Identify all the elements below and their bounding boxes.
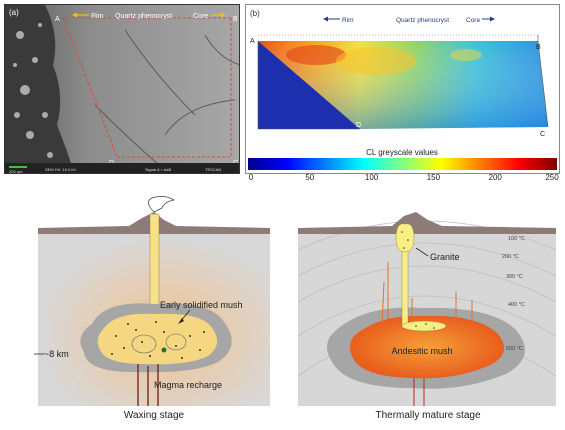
rim-label: Rim	[91, 13, 104, 20]
isotherm-400: 400 °C	[508, 302, 525, 308]
panel-b-label: (b)	[250, 9, 260, 18]
waxing-stage-diagram: Early solidified mush ~8 km Magma rechar…	[4, 196, 272, 425]
colorbar-gradient	[248, 158, 557, 170]
footer-text-1: SEM HV: 15.0 kV	[45, 167, 76, 172]
rim-label-b: Rim	[342, 17, 354, 24]
granite-pluton	[395, 223, 415, 253]
isotherm-500: 500 °C	[506, 346, 523, 352]
volcano-surface-mature	[298, 212, 556, 234]
corner-c-label-b: C	[540, 131, 545, 138]
colorbar-tick-label: 100	[365, 173, 379, 182]
sem-image-svg: (a) A B C D Rim Quartz phenocryst Core 2…	[5, 5, 239, 174]
corner-b-label: B	[233, 16, 238, 23]
eruption-plume-icon	[148, 196, 176, 213]
mature-stage-diagram: Granite Andesitic mush 100 °C 200 °C 300…	[292, 196, 561, 425]
corner-a-label-b: A	[250, 38, 255, 45]
corner-b-label-b: B	[536, 44, 541, 51]
corner-a-label: A	[55, 16, 60, 23]
colorbar-ticks: 0 50 100 150 200 250	[249, 173, 559, 182]
panel-a-label: (a)	[9, 8, 19, 17]
scalebar-text: 200 μm	[9, 169, 23, 174]
colorbar-title: CL greyscale values	[366, 148, 438, 157]
rim-arrow-icon	[323, 16, 340, 22]
mature-caption: Thermally mature stage	[375, 410, 480, 421]
andesitic-mush-label: Andesitic mush	[391, 346, 452, 356]
isotherm-300: 300 °C	[506, 274, 523, 280]
panel-b-title: Quartz phenocryst	[396, 17, 449, 24]
corner-d-label-b: D	[356, 122, 361, 129]
panel-a-sem-image: (a) A B C D Rim Quartz phenocryst Core 2…	[4, 4, 240, 174]
isotherm-200: 200 °C	[502, 254, 519, 260]
granite-label: Granite	[430, 252, 460, 262]
granite-sill	[401, 320, 447, 332]
core-label: Core	[193, 13, 208, 20]
colorbar-svg: CL greyscale values 0 50 100 150 200 250	[248, 148, 559, 182]
core-arrow-icon	[211, 12, 226, 18]
isotherm-100: 100 °C	[508, 236, 525, 242]
dark-triangle-region	[258, 41, 360, 129]
panel-b-cl-map: (b) Rim Quartz phenocryst Core A	[245, 4, 560, 174]
colorbar-tick-label: 200	[489, 173, 503, 182]
magma-recharge-label: Magma recharge	[154, 380, 222, 390]
mush-body	[97, 313, 218, 365]
colorbar-tick-label: 50	[305, 173, 314, 182]
groundmass-region	[5, 5, 75, 173]
footer-text-3: TESCAN	[205, 167, 221, 172]
colorbar-tick-label: 250	[545, 173, 559, 182]
colorbar-tick-label: 0	[249, 173, 254, 182]
granite-conduit	[401, 243, 409, 329]
early-mush-label: Early solidified mush	[160, 300, 243, 310]
depth-label: ~8 km	[44, 349, 69, 359]
panel-a-title: Quartz phenocryst	[115, 13, 172, 20]
andesitic-mush-body	[350, 315, 505, 379]
footer-text-2: Signal A = AsB	[145, 167, 171, 172]
cl-map-svg: (b) Rim Quartz phenocryst Core A	[250, 9, 549, 138]
colorbar-tick-label: 150	[427, 173, 441, 182]
core-label-b: Core	[466, 17, 480, 24]
core-arrow-icon	[482, 16, 495, 22]
waxing-svg: Early solidified mush ~8 km Magma rechar…	[34, 196, 270, 421]
mature-svg: Granite Andesitic mush 100 °C 200 °C 300…	[297, 212, 557, 421]
waxing-caption: Waxing stage	[124, 410, 185, 421]
colorbar: CL greyscale values 0 50 100 150 200 250	[245, 148, 560, 184]
rim-arrow-icon	[72, 12, 89, 18]
